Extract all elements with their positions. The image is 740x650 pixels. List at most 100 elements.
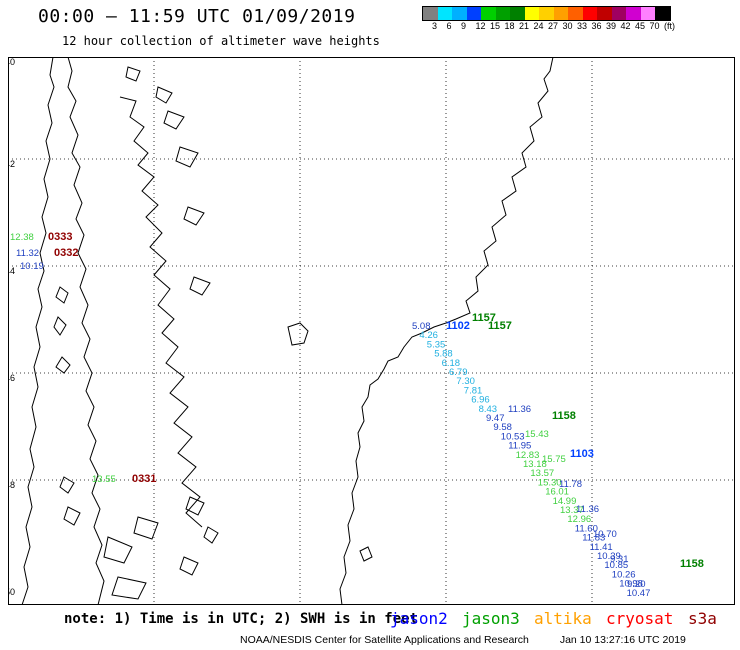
map-frame	[8, 57, 735, 605]
wave-height-value: 10.70	[593, 529, 617, 540]
wave-height-value: 9.47	[486, 413, 505, 424]
colorbar-tick-label: 45	[635, 21, 646, 31]
wave-height-value: 11.95	[508, 441, 531, 452]
colorbar-swatch	[524, 7, 539, 20]
colorbar-tick-label: 30	[562, 21, 573, 31]
colorbar-labels: 3 6 9 12 15 18 21 24 27 30 33 36 39 42 45 70 (ft)	[422, 21, 740, 33]
coastline-chile	[21, 57, 219, 605]
footer-timestamp: Jan 10 13:27:16 UTC 2019	[559, 634, 686, 646]
wave-height-value: 11.83	[582, 533, 605, 544]
wave-height-value: 9.58	[493, 422, 512, 433]
colorbar-swatch	[539, 7, 554, 20]
colorbar-swatch	[597, 7, 612, 20]
colorbar-tick-label: 36	[591, 21, 602, 31]
wave-height-value: 6.18	[442, 358, 461, 369]
colorbar-swatch	[640, 7, 655, 20]
colorbar-tick-label: 39	[606, 21, 617, 31]
wave-height-value: 9.31	[610, 554, 629, 565]
wave-height-value: 8.43	[479, 404, 498, 415]
altimeter-map: -40-42-44-46-48-50 -75-72-69-66-63-60 12…	[8, 57, 735, 605]
time-tag: 1102	[446, 320, 470, 332]
colorbar-tick-label: 24	[533, 21, 544, 31]
colorbar-unit: (ft)	[664, 21, 675, 31]
time-tag: 1158	[680, 558, 704, 570]
wave-height-value: 7.81	[464, 385, 483, 396]
colorbar-swatch	[582, 7, 597, 20]
latitude-label: -44	[8, 266, 15, 276]
time-tag: 0332	[54, 247, 78, 259]
footer: NOAA/NESDIS Center for Satellite Applica…	[240, 634, 686, 646]
graticule	[8, 57, 735, 605]
wave-height-value: 12.83	[516, 450, 540, 461]
track-labels-east: 5.084.265.355.886.186.797.307.816.968.43…	[412, 321, 650, 599]
colorbar-swatch	[553, 7, 568, 20]
wave-height-value: 15.75	[542, 454, 566, 465]
colorbar-swatch	[626, 7, 641, 20]
colorbar-swatch	[568, 7, 583, 20]
track-labels-west: 12.38 0333 11.32 0332 10.19 13.55 0331	[10, 231, 156, 485]
time-tag: 1157	[488, 320, 512, 332]
map-note: note: 1) Time is in UTC; 2) SWH is in fe…	[64, 611, 419, 627]
colorbar-tick-label: 70	[649, 21, 660, 31]
legend-jason3: jason3	[462, 609, 520, 628]
wave-height-value: 7.30	[456, 376, 475, 387]
wave-height-value: 15.43	[525, 429, 549, 440]
latitude-labels: -40 -42 -44 -46 -48 -50	[8, 57, 15, 597]
map-subtitle: 12 hour collection of altimeter wave hei…	[62, 34, 380, 48]
coastline-argentina	[287, 57, 554, 605]
wave-height-value: 13.57	[530, 468, 554, 479]
colorbar-swatch	[481, 7, 496, 20]
colorbar-tick-label: 15	[490, 21, 501, 31]
wave-height-value: 13.55	[92, 474, 116, 485]
colorbar-tick-label: 27	[548, 21, 559, 31]
wave-height-value: 13.37	[560, 505, 584, 516]
wave-height-colorbar	[422, 6, 671, 21]
colorbar-tick-label: 3	[432, 21, 438, 31]
wave-height-value: 5.35	[427, 339, 446, 350]
wave-height-value: 14.99	[553, 496, 577, 507]
wave-height-value: 15.30	[538, 477, 562, 488]
wave-height-value: 4.26	[419, 330, 438, 341]
legend-altika: altika	[534, 609, 592, 628]
wave-height-value: 16.01	[545, 487, 569, 498]
colorbar-swatch	[437, 7, 452, 20]
colorbar-swatch	[510, 7, 525, 20]
wave-height-value: 11.32	[16, 248, 39, 259]
wave-height-value: 13.18	[523, 459, 547, 470]
wave-height-value: 9.20	[627, 579, 646, 590]
latitude-label: -46	[8, 373, 15, 383]
wave-height-value: 10.53	[501, 431, 525, 442]
colorbar-tick-label: 42	[620, 21, 631, 31]
wave-height-value: 12.38	[10, 232, 34, 243]
colorbar-tick-label: 9	[461, 21, 467, 31]
latitude-label: -42	[8, 159, 15, 169]
wave-height-value: 10.26	[612, 569, 636, 580]
wave-height-value: 10.47	[627, 588, 651, 599]
colorbar-swatch	[655, 7, 670, 20]
wave-height-value: 10.98	[619, 579, 643, 590]
footer-org: NOAA/NESDIS Center for Satellite Applica…	[240, 634, 529, 646]
colorbar-swatch	[466, 7, 481, 20]
legend-cryosat: cryosat	[606, 609, 674, 628]
time-tag: 1158	[552, 410, 576, 422]
colorbar-swatch	[611, 7, 626, 20]
latitude-label: -40	[8, 57, 15, 67]
wave-height-value: 6.96	[471, 395, 490, 406]
colorbar-tick-label: 12	[475, 21, 486, 31]
wave-height-value: 6.79	[449, 367, 468, 378]
latitude-label: -48	[8, 480, 15, 490]
wave-height-value: 10.85	[604, 560, 628, 571]
time-tag: 1157	[472, 312, 496, 324]
legend-s3a: s3a	[688, 609, 717, 628]
time-tag: 0331	[132, 473, 156, 485]
wave-height-value: 10.19	[20, 261, 44, 272]
map-title: 00:00 – 11:59 UTC 01/09/2019	[38, 6, 356, 27]
colorbar-swatch	[452, 7, 467, 20]
wave-height-value: 10.39	[597, 551, 621, 562]
legend-jason2: jason2	[390, 609, 448, 628]
colorbar-swatch	[495, 7, 510, 20]
wave-height-value: 11.78	[559, 479, 582, 490]
wave-height-value: 11.60	[575, 523, 598, 534]
colorbar-tick-label: 33	[577, 21, 588, 31]
